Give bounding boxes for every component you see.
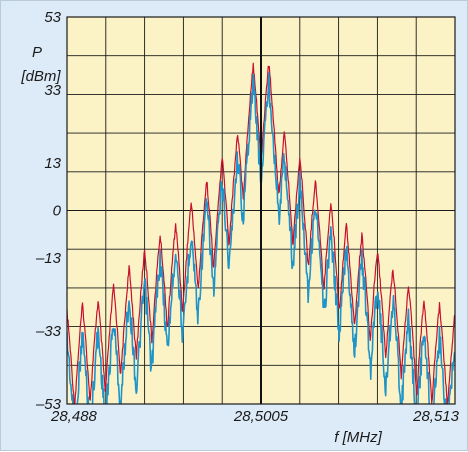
- y-tick-label: –13: [35, 250, 62, 267]
- x-tick-label: 28,5005: [233, 408, 289, 425]
- y-tick-label: 33: [44, 82, 61, 99]
- x-tick-label: 28,513: [412, 408, 460, 425]
- y-tick-label: 0: [53, 203, 62, 220]
- x-axis-label: f [MHz]: [334, 429, 382, 446]
- x-tick-label: 28,488: [50, 408, 98, 425]
- y-tick-label: –53: [35, 396, 62, 413]
- x-tick-labels: 28,488 28,5005 28,513: [50, 408, 460, 425]
- y-axis-label: P: [32, 44, 42, 61]
- y-tick-label: 53: [44, 9, 61, 26]
- y-tick-label: –33: [35, 323, 62, 340]
- y-tick-labels: 53 33 13 0 –13 –33 –53: [35, 9, 62, 413]
- plot-frame: [66, 16, 456, 405]
- y-axis-unit: [dBm]: [20, 68, 61, 85]
- y-tick-label: 13: [44, 155, 61, 172]
